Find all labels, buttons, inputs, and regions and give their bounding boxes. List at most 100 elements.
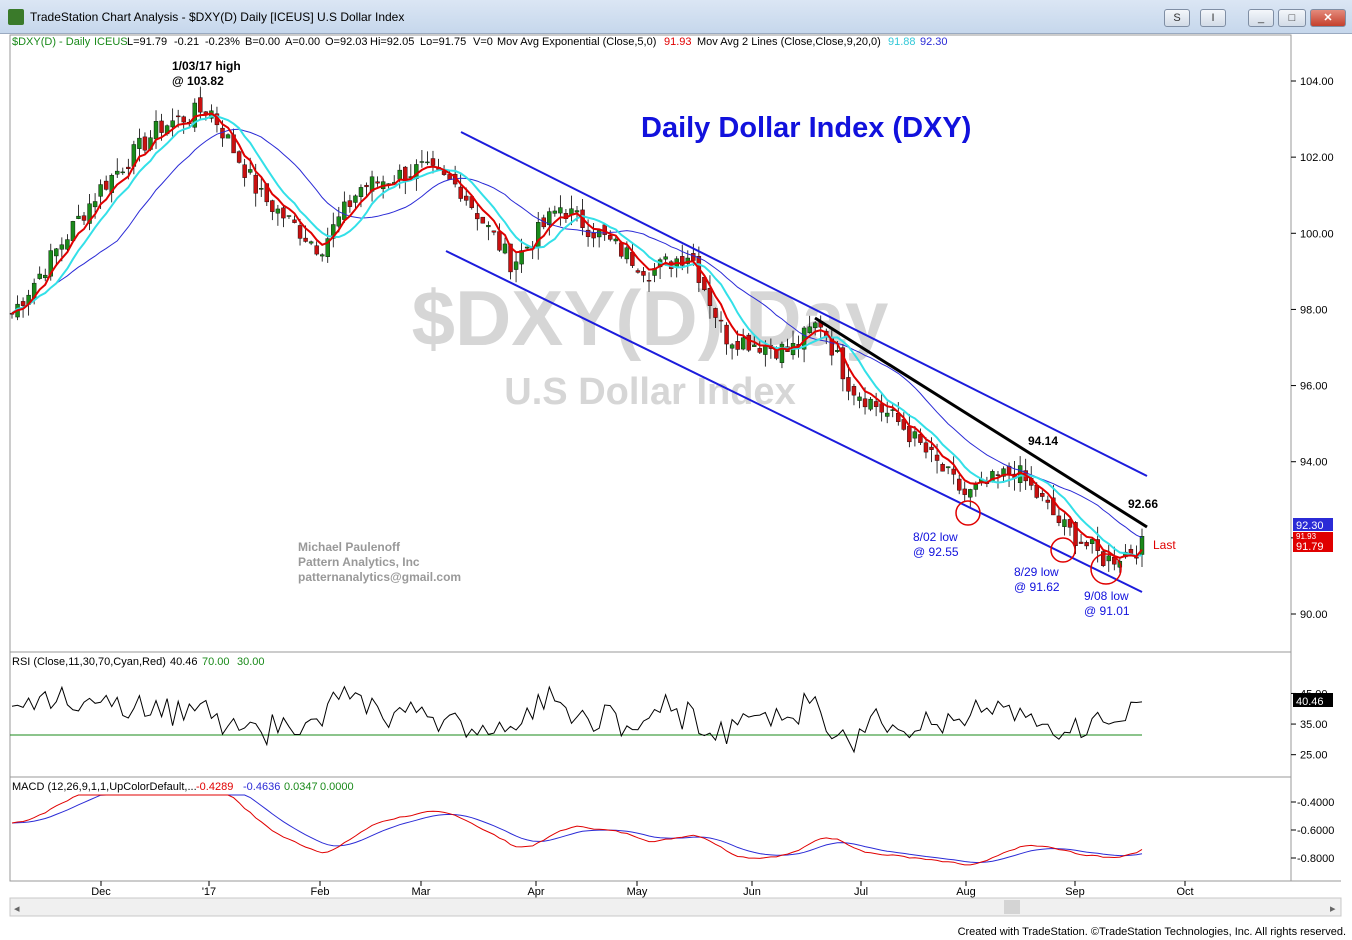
- candle-body: [779, 343, 785, 363]
- moving-averages: [11, 112, 1143, 559]
- candle-body: [846, 377, 851, 392]
- ma9-line: [11, 115, 1143, 557]
- symbol-link-button[interactable]: S: [1164, 9, 1190, 27]
- macd-label: MACD (12,26,9,1,1,UpColorDefault,... -0.…: [12, 781, 354, 793]
- candle-body: [945, 466, 951, 469]
- candle-body: [591, 232, 596, 239]
- price-tag-ema: [1293, 532, 1333, 539]
- candle-body: [752, 344, 757, 347]
- candle-body: [729, 344, 735, 349]
- date-tick-label: Dec: [91, 886, 111, 898]
- candle-body: [868, 398, 873, 410]
- candle-body: [270, 200, 275, 212]
- macd-zero: 0.0000: [320, 781, 354, 793]
- candle-body: [912, 431, 918, 439]
- candle-body: [120, 171, 125, 174]
- candle-body: [103, 180, 109, 190]
- macd-tick-label: -0.4000: [1297, 797, 1334, 809]
- candle-body: [331, 224, 336, 239]
- high-label-date: 1/03/17 high: [172, 59, 241, 73]
- candle-body: [973, 484, 979, 490]
- date-tick-label: Feb: [311, 886, 330, 898]
- date-tick-label: May: [627, 886, 648, 898]
- candle-body: [297, 225, 303, 239]
- candle-body: [873, 401, 879, 407]
- date-tick-label: Aug: [956, 886, 976, 898]
- info-symbol: $DXY(D) - Daily: [12, 36, 91, 48]
- candle-body: [59, 244, 65, 250]
- chart-area[interactable]: $DXY(D) Day U.S Dollar Index $DXY(D) - D…: [0, 34, 1352, 924]
- candle-body: [718, 319, 724, 322]
- chart-svg[interactable]: $DXY(D) Day U.S Dollar Index $DXY(D) - D…: [0, 34, 1352, 924]
- macd-series: [11, 794, 1143, 866]
- low-908-price: @ 91.01: [1084, 604, 1130, 618]
- indicator-link-button[interactable]: I: [1200, 9, 1226, 27]
- candle-body: [812, 322, 818, 328]
- candle-body: [879, 403, 884, 413]
- candle-body: [1139, 536, 1145, 555]
- close-button[interactable]: ✕: [1310, 9, 1346, 27]
- date-tick-label: Jun: [743, 886, 761, 898]
- candle-body: [491, 230, 497, 233]
- macd-label-text: MACD (12,26,9,1,1,UpColorDefault,...: [12, 781, 197, 793]
- minimize-button[interactable]: _: [1248, 9, 1274, 27]
- candle-body: [497, 231, 502, 251]
- candle-body: [225, 134, 231, 139]
- candle-body: [596, 230, 602, 238]
- candle-body: [923, 442, 929, 453]
- candle-body: [458, 186, 463, 199]
- price-tick-label: 100.00: [1300, 228, 1334, 240]
- candle-body: [519, 250, 524, 265]
- candle-body: [713, 308, 718, 318]
- macd-tick-label: -0.6000: [1297, 825, 1334, 837]
- info-ask: A=0.00: [285, 36, 320, 48]
- horizontal-scrollbar[interactable]: [9, 897, 1342, 917]
- scroll-right-arrow-icon[interactable]: ▸: [1330, 903, 1336, 915]
- candle-body: [425, 161, 430, 164]
- candle-body: [929, 446, 934, 450]
- candle-body: [524, 246, 530, 249]
- price-tick-label: 98.00: [1300, 304, 1328, 316]
- candle-body: [1078, 541, 1084, 544]
- candle-body: [613, 238, 618, 242]
- candle-body: [464, 195, 469, 201]
- info-open: O=92.03: [325, 36, 368, 48]
- candle-body: [940, 464, 945, 472]
- rsi-tick-label: 35.00: [1300, 719, 1328, 731]
- high-label-price: @ 103.82: [172, 74, 224, 88]
- upper-channel-line: [460, 131, 1148, 477]
- rsi-tag-text: 40.46: [1296, 696, 1324, 708]
- candle-body: [735, 341, 740, 350]
- maximize-button[interactable]: □: [1278, 9, 1306, 27]
- info-ma2-value2: 92.30: [920, 36, 948, 48]
- candle-body: [574, 210, 580, 213]
- info-change-pct: -0.23%: [205, 36, 240, 48]
- low-829-date: 8/29 low: [1014, 565, 1059, 579]
- candle-body: [1073, 522, 1078, 547]
- candle-body: [624, 247, 630, 260]
- info-volume: V=0: [473, 36, 493, 48]
- candle-body: [65, 239, 70, 250]
- info-ma2-value1: 91.88: [888, 36, 916, 48]
- candle-body: [1101, 551, 1106, 566]
- candle-body: [314, 245, 319, 255]
- candle-body: [663, 256, 668, 260]
- date-tick-label: Sep: [1065, 886, 1085, 898]
- date-tick-label: Oct: [1176, 886, 1193, 898]
- candle-body: [968, 489, 973, 498]
- info-low: Lo=91.75: [420, 36, 466, 48]
- label-9414: 94.14: [1028, 434, 1058, 448]
- price-tag-ma-top: [1293, 518, 1333, 531]
- black-trendline: [814, 316, 1148, 529]
- candle-body: [419, 161, 425, 163]
- candle-body: [87, 203, 92, 224]
- candle-body: [1089, 539, 1095, 544]
- candle-body: [126, 166, 131, 170]
- scroll-left-arrow-icon[interactable]: ◂: [14, 903, 20, 915]
- candle-body: [358, 187, 364, 197]
- candle-body: [480, 216, 486, 224]
- candle-body: [475, 213, 480, 220]
- candle-body: [175, 115, 181, 118]
- scrollbar-thumb[interactable]: [1004, 900, 1020, 914]
- candle-body: [635, 270, 641, 273]
